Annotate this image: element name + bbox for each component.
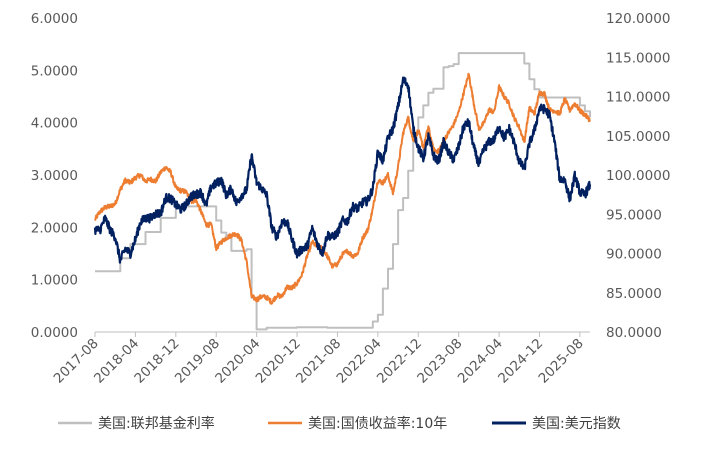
legend-label: 美国:美元指数	[532, 416, 621, 432]
left-y-tick-label: 2.0000	[31, 220, 78, 236]
series-line-2	[94, 72, 591, 305]
left-y-tick-label: 1.0000	[31, 273, 78, 289]
right-y-tick-label: 80.0000	[606, 325, 662, 341]
left-y-tick-label: 6.0000	[31, 11, 78, 27]
left-y-tick-label: 0.0000	[31, 325, 78, 341]
right-y-tick-label: 85.0000	[606, 286, 662, 302]
series-line-3	[93, 76, 592, 264]
right-y-tick-label: 100.0000	[606, 168, 670, 184]
left-y-tick-label: 4.0000	[31, 116, 78, 132]
series-layer	[93, 52, 592, 331]
left-y-tick-label: 5.0000	[31, 63, 78, 79]
left-y-tick-label: 3.0000	[31, 168, 78, 184]
series-line-1	[95, 52, 591, 331]
right-y-tick-label: 90.0000	[606, 247, 662, 263]
left-axis-ticks: 0.0000 1.0000 2.0000 3.0000 4.0000 5.0000 6.00…	[31, 11, 78, 341]
x-axis-ticks: 2017-082018-042018-122019-082020-042020-…	[51, 336, 587, 387]
right-y-tick-label: 110.0000	[606, 90, 670, 106]
right-y-tick-label: 120.0000	[606, 11, 670, 27]
legend: 美国:联邦基金利率 美国:国债收益率:10年 美国:美元指数	[58, 415, 621, 432]
axis-layer	[94, 331, 590, 337]
x-tick-label: 2025-08	[536, 336, 587, 387]
legend-label: 美国:国债收益率:10年	[308, 415, 447, 432]
right-y-tick-label: 105.0000	[606, 129, 670, 145]
right-axis-ticks: 80.0000 85.0000 90.0000 95.0000 100.0000 105.…	[606, 11, 670, 341]
right-y-tick-label: 95.0000	[606, 207, 662, 223]
legend-label: 美国:联邦基金利率	[98, 415, 215, 432]
right-y-tick-label: 115.0000	[606, 50, 670, 66]
